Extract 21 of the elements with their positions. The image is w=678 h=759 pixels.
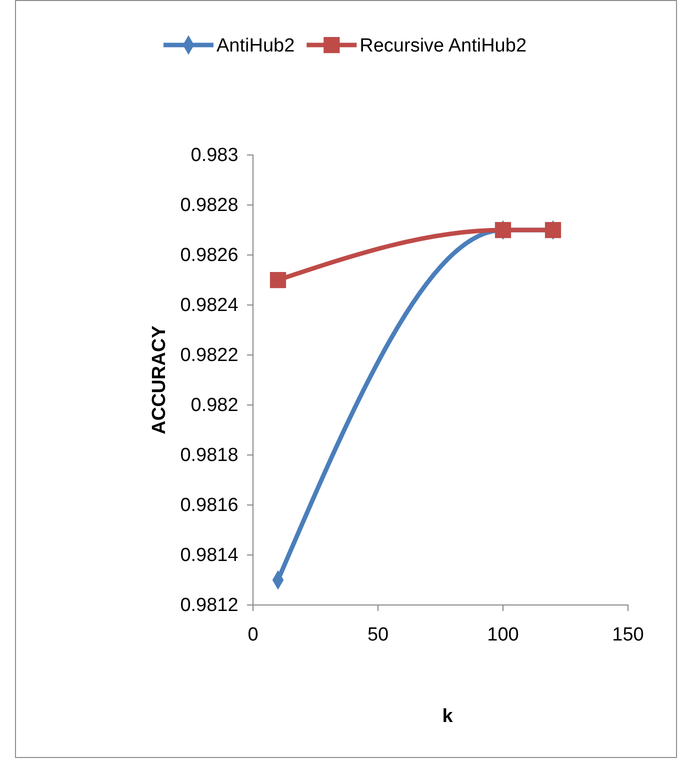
x-tick-label: 50: [367, 624, 389, 646]
legend-label: AntiHub2: [216, 36, 295, 57]
x-axis-title: k: [442, 706, 454, 727]
y-tick-label: 0.982: [190, 395, 238, 416]
y-tick-label: 0.9822: [180, 345, 238, 366]
point: [270, 272, 286, 288]
y-tick-label: 0.9816: [180, 495, 238, 516]
legend-label: Recursive AntiHub2: [360, 36, 527, 57]
y-axis-title: ACCURACY: [149, 325, 170, 434]
x-tick-label: 150: [612, 624, 644, 646]
y-tick-label: 0.9828: [180, 195, 238, 216]
x-tick-label: 100: [487, 624, 519, 646]
y-tick-label: 0.9826: [180, 245, 238, 266]
y-tick-label: 0.9818: [180, 445, 238, 466]
point: [494, 222, 512, 238]
point: [544, 222, 562, 238]
x-tick-label: 0: [248, 624, 258, 646]
y-tick-label: 0.9824: [180, 295, 239, 316]
y-tick-label: 0.9812: [180, 595, 238, 616]
y-tick-label: 0.983: [190, 145, 238, 166]
y-tick-label: 0.9814: [180, 545, 239, 566]
